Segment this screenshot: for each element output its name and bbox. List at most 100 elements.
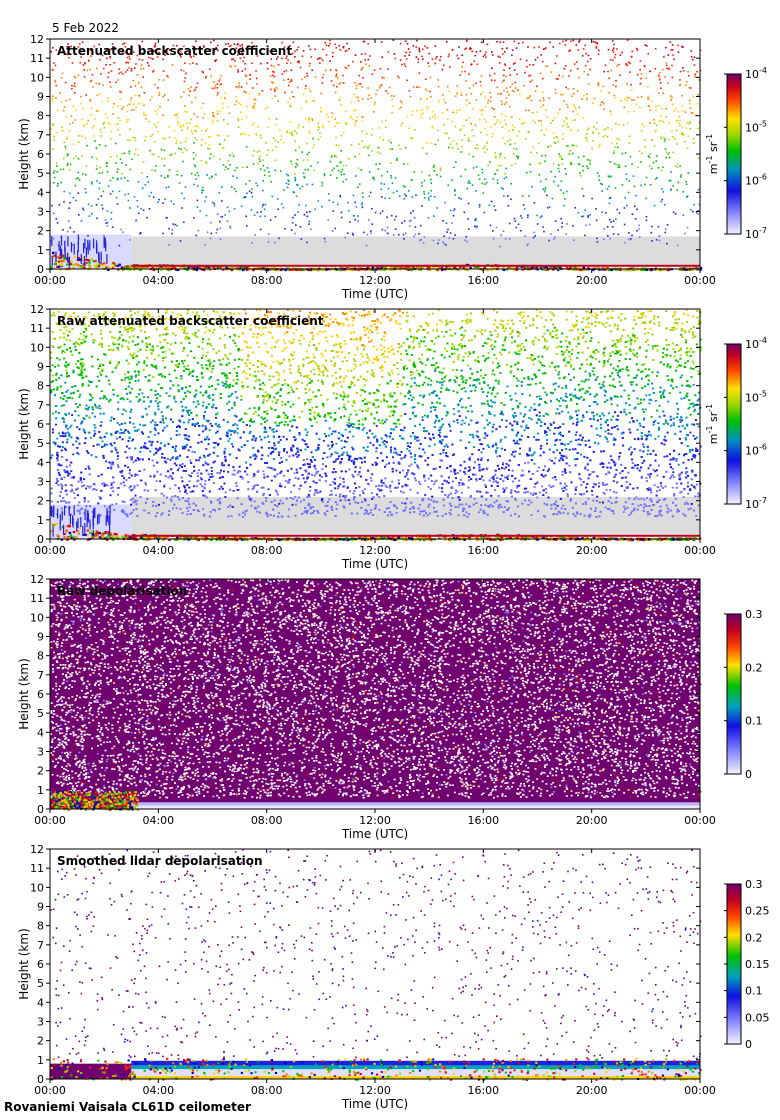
x-tick-label: 00:00 [684,814,716,827]
colorbar-tick-label: 0 [745,768,752,781]
y-tick-label: 6 [37,418,44,431]
x-axis-label: Time (UTC) [341,827,408,841]
x-tick-label: 08:00 [251,1084,283,1097]
colorbar-tick-label: 10-4 [745,336,767,351]
y-tick-label: 6 [37,148,44,161]
y-tick-label: 1 [37,514,44,527]
y-tick-label: 8 [37,380,44,393]
colorbar-2: 10-710-610-510-4m-1 sr-1 [705,336,767,511]
colorbar-4: 00.050.10.150.20.250.3 [724,878,770,1051]
x-tick-label: 16:00 [467,814,499,827]
y-tick-label: 1 [37,1054,44,1067]
y-tick-label: 7 [37,129,44,142]
y-tick-label: 3 [37,746,44,759]
x-tick-label: 00:00 [34,814,66,827]
y-axis-label: Height (km) [17,658,31,729]
colorbar-tick-label: 10-7 [745,496,767,511]
x-tick-label: 00:00 [684,274,716,287]
y-tick-label: 7 [37,669,44,682]
x-tick-label: 00:00 [34,274,66,287]
y-tick-label: 1 [37,244,44,257]
colorbar-1: 10-710-610-510-4m-1 sr-1 [705,66,767,241]
y-tick-label: 8 [37,110,44,123]
x-tick-label: 04:00 [142,544,174,557]
y-tick-label: 8 [37,650,44,663]
colorbar-tick-label: 0.1 [745,715,763,728]
colorbar-tick-label: 10-6 [745,443,767,458]
y-axis-label: Height (km) [17,928,31,999]
y-tick-label: 9 [37,901,44,914]
y-tick-label: 2 [37,765,44,778]
colorbar-tick-label: 0.1 [745,985,763,998]
x-tick-label: 12:00 [359,814,391,827]
x-tick-label: 00:00 [684,1084,716,1097]
x-tick-label: 08:00 [251,814,283,827]
y-tick-label: 3 [37,476,44,489]
colorbar-tick-label: 10-4 [745,66,767,81]
colorbar-3: 0 0.1 0.2 0.3 [724,608,763,781]
panel-title-1: Attenuated backscatter coefficient [57,44,292,58]
colorbar-tick-label: 0.15 [745,958,770,971]
y-tick-label: 12 [30,303,44,316]
y-tick-label: 5 [37,437,44,450]
heatmap-field-1 [50,39,702,271]
y-tick-label: 2 [37,1035,44,1048]
y-tick-label: 5 [37,167,44,180]
x-tick-label: 16:00 [467,1084,499,1097]
colorbar-tick-label: 10-7 [745,226,767,241]
y-tick-label: 10 [30,611,44,624]
colorbar-tick-label: 0.2 [745,931,763,944]
x-axis-label: Time (UTC) [341,1097,408,1111]
heatmap-field-3 [50,579,702,811]
x-tick-label: 20:00 [576,1084,608,1097]
x-tick-label: 08:00 [251,544,283,557]
y-tick-label: 1 [37,784,44,797]
colorbar-tick-label: 10-5 [745,119,767,134]
colorbar-tick-label: 0.25 [745,905,770,918]
y-tick-label: 4 [37,456,44,469]
colorbar-tick-label: 10-6 [745,173,767,188]
heatmap-field-4 [50,849,702,1081]
x-tick-label: 16:00 [467,544,499,557]
y-tick-label: 6 [37,688,44,701]
y-tick-label: 12 [30,573,44,586]
x-tick-label: 04:00 [142,1084,174,1097]
x-tick-label: 12:00 [359,1084,391,1097]
x-axis-label: Time (UTC) [341,287,408,301]
y-tick-label: 10 [30,881,44,894]
x-tick-label: 04:00 [142,814,174,827]
x-tick-label: 20:00 [576,814,608,827]
colorbar-tick-label: 0.2 [745,661,763,674]
y-tick-label: 9 [37,631,44,644]
y-tick-label: 3 [37,206,44,219]
y-tick-label: 11 [30,52,44,65]
colorbar-tick-label: 0 [745,1038,752,1051]
x-tick-label: 04:00 [142,274,174,287]
y-tick-label: 2 [37,225,44,238]
y-axis-label: Height (km) [17,388,31,459]
y-tick-label: 12 [30,33,44,46]
y-tick-label: 4 [37,186,44,199]
y-tick-label: 5 [37,977,44,990]
y-tick-label: 9 [37,361,44,374]
y-tick-label: 11 [30,592,44,605]
y-tick-label: 11 [30,862,44,875]
x-tick-label: 16:00 [467,274,499,287]
panel-title-3: Raw depolarisation [57,584,187,598]
x-tick-label: 20:00 [576,274,608,287]
y-tick-label: 11 [30,322,44,335]
panel-title-2: Raw attenuated backscatter coefficient [57,314,324,328]
colorbar-unit-label: m-1 sr-1 [705,404,720,444]
x-tick-label: 12:00 [359,274,391,287]
colorbar-tick-label: 0.3 [745,608,763,621]
x-tick-label: 00:00 [34,544,66,557]
x-axis-label: Time (UTC) [341,557,408,571]
x-tick-label: 08:00 [251,274,283,287]
y-tick-label: 3 [37,1016,44,1029]
y-tick-label: 4 [37,726,44,739]
panel-title-4: Smoothed lidar depolarisation [57,854,263,868]
x-tick-label: 20:00 [576,544,608,557]
y-tick-label: 7 [37,399,44,412]
y-axis-label: Height (km) [17,118,31,189]
